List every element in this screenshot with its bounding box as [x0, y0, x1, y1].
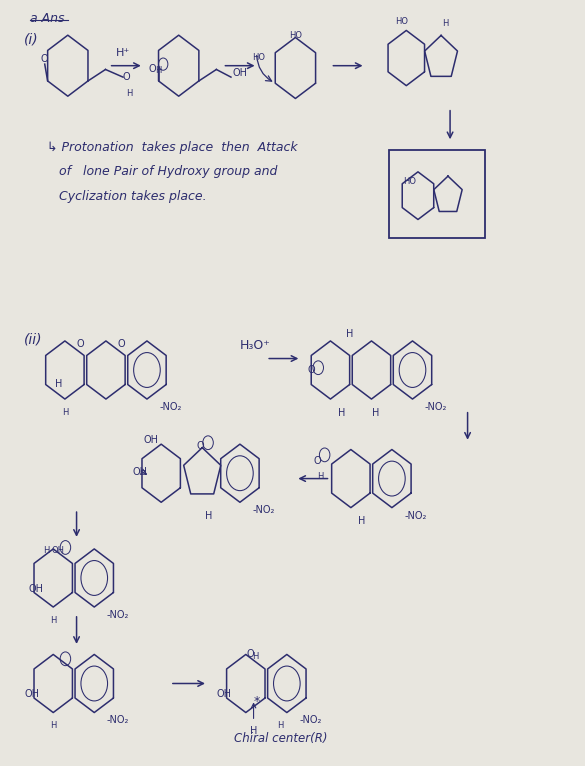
Text: H: H: [156, 66, 161, 75]
Text: O: O: [313, 457, 321, 466]
Text: -NO₂: -NO₂: [159, 402, 181, 412]
Text: -NO₂: -NO₂: [252, 506, 274, 516]
Text: H: H: [358, 516, 366, 526]
Text: H: H: [442, 19, 449, 28]
Text: H: H: [372, 408, 380, 417]
Text: H⁺: H⁺: [116, 48, 130, 58]
Text: HO: HO: [289, 31, 302, 41]
Text: H₃O⁺: H₃O⁺: [240, 339, 271, 352]
Text: O: O: [196, 441, 204, 451]
Text: -NO₂: -NO₂: [404, 510, 426, 521]
Text: ↳ Protonation  takes place  then  Attack: ↳ Protonation takes place then Attack: [47, 141, 298, 154]
Text: OH: OH: [232, 68, 247, 78]
Text: (i): (i): [24, 33, 39, 47]
Text: H: H: [253, 652, 259, 660]
Text: Cyclization takes place.: Cyclization takes place.: [59, 190, 207, 203]
Text: H: H: [205, 511, 212, 521]
Text: OH: OH: [29, 584, 44, 594]
Text: of   lone Pair of Hydroxy group and: of lone Pair of Hydroxy group and: [59, 165, 277, 178]
Text: O: O: [77, 339, 84, 349]
Text: O: O: [41, 54, 49, 64]
Text: OH: OH: [217, 689, 232, 699]
Text: H: H: [277, 722, 283, 730]
Text: *: *: [254, 695, 260, 708]
Text: H: H: [250, 725, 257, 735]
Text: OH: OH: [51, 546, 64, 555]
Text: -NO₂: -NO₂: [299, 715, 321, 725]
Text: H: H: [54, 378, 62, 388]
Text: OH: OH: [143, 435, 159, 446]
Text: H: H: [50, 722, 56, 730]
Text: O: O: [118, 339, 125, 349]
Text: -NO₂: -NO₂: [425, 402, 447, 412]
Text: HO: HO: [395, 17, 408, 25]
Text: HO: HO: [404, 177, 417, 185]
Text: -NO₂: -NO₂: [106, 715, 129, 725]
Text: H: H: [126, 89, 132, 97]
Text: O: O: [123, 72, 130, 82]
Text: a Ans: a Ans: [30, 12, 64, 25]
Text: HO: HO: [252, 53, 265, 61]
Text: (ii): (ii): [24, 332, 43, 346]
Text: OH: OH: [132, 467, 147, 477]
Text: O: O: [307, 365, 315, 375]
Text: H: H: [50, 616, 56, 625]
Text: Chiral center(R): Chiral center(R): [234, 732, 328, 745]
Text: H: H: [61, 408, 68, 417]
Text: H: H: [43, 546, 50, 555]
Text: O: O: [246, 649, 254, 659]
Text: H: H: [338, 408, 345, 417]
Text: O: O: [149, 64, 157, 74]
Text: -NO₂: -NO₂: [106, 610, 129, 620]
Text: H: H: [346, 329, 353, 339]
Bar: [389, 150, 485, 237]
Text: OH: OH: [25, 689, 39, 699]
Text: H: H: [317, 472, 323, 481]
